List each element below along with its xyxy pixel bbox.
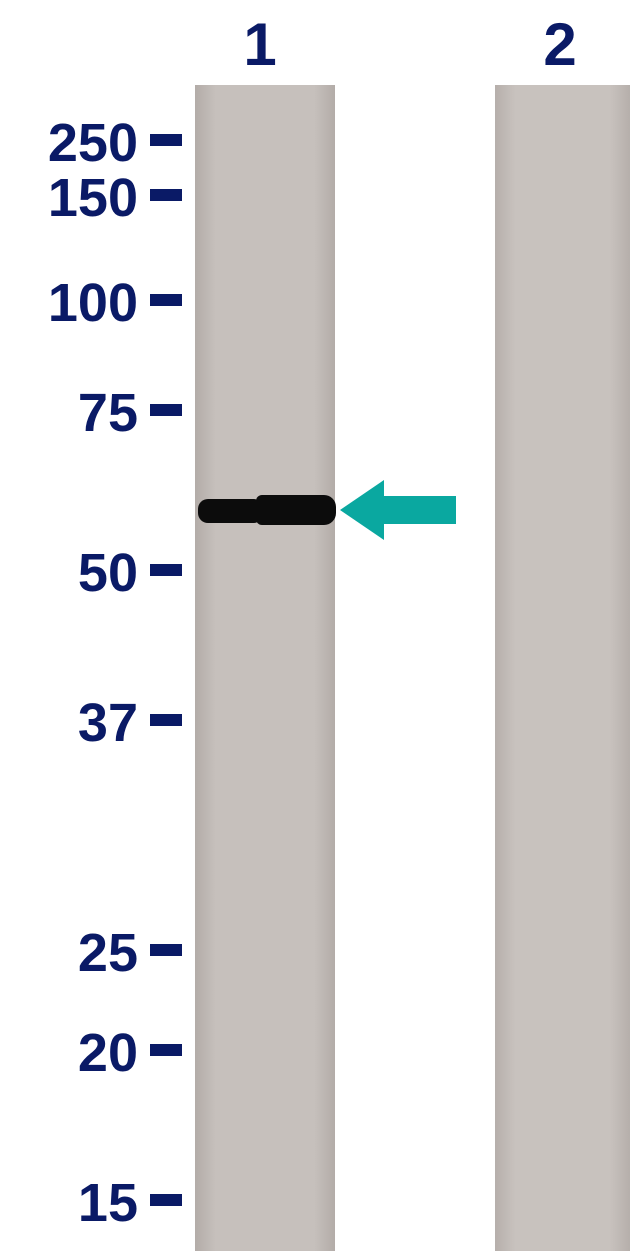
marker-37-label: 37 [0, 692, 138, 754]
marker-20-tick [150, 1044, 182, 1056]
marker-150-tick [150, 189, 182, 201]
band-indicator-arrow [340, 478, 460, 542]
marker-75-label: 75 [0, 382, 138, 444]
marker-250-tick [150, 134, 182, 146]
marker-50-tick [150, 564, 182, 576]
marker-75-tick [150, 404, 182, 416]
marker-50-label: 50 [0, 542, 138, 604]
protein-band [198, 493, 334, 529]
marker-25-label: 25 [0, 922, 138, 984]
lane-2-strip [495, 85, 630, 1251]
western-blot-figure: 1 2 250 150 100 75 50 37 25 20 15 [0, 0, 640, 1251]
lane-1-strip [195, 85, 335, 1251]
marker-100-tick [150, 294, 182, 306]
marker-25-tick [150, 944, 182, 956]
marker-150-label: 150 [0, 167, 138, 229]
marker-250-label: 250 [0, 112, 138, 174]
lane-1-header: 1 [235, 10, 285, 79]
marker-15-tick [150, 1194, 182, 1206]
marker-20-label: 20 [0, 1022, 138, 1084]
marker-100-label: 100 [0, 272, 138, 334]
marker-37-tick [150, 714, 182, 726]
lane-2-header: 2 [535, 10, 585, 79]
marker-15-label: 15 [0, 1172, 138, 1234]
